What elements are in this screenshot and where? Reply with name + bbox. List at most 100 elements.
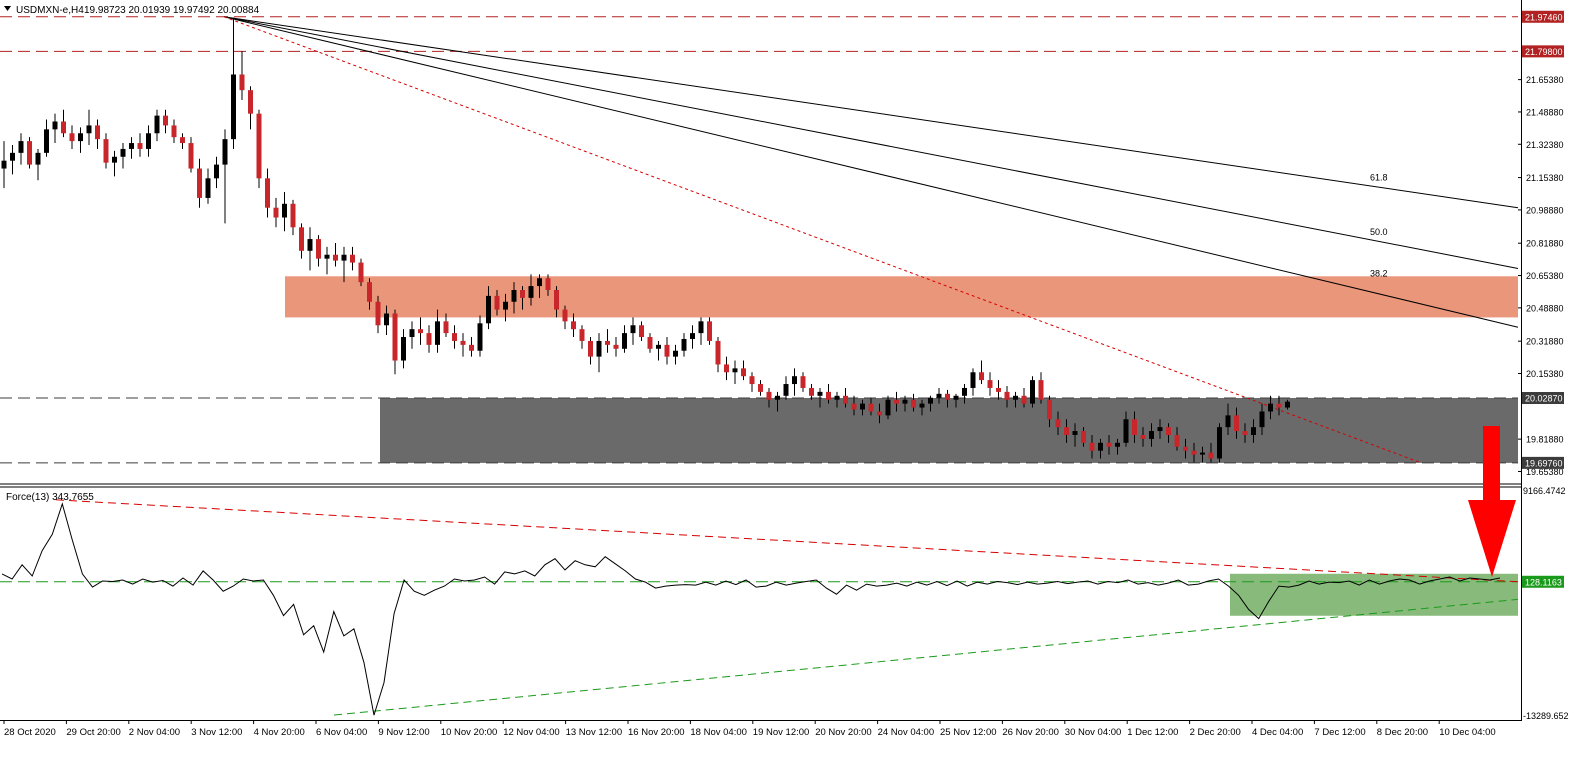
candle[interactable] bbox=[375, 295, 381, 334]
candle[interactable] bbox=[214, 156, 219, 189]
candle[interactable] bbox=[18, 133, 24, 165]
candle[interactable] bbox=[392, 309, 398, 375]
candle[interactable] bbox=[401, 329, 406, 369]
candle[interactable] bbox=[1174, 427, 1180, 451]
candle[interactable] bbox=[61, 109, 66, 138]
candle[interactable] bbox=[809, 384, 814, 400]
candle[interactable] bbox=[103, 133, 109, 169]
candle[interactable] bbox=[52, 113, 58, 144]
candle[interactable] bbox=[452, 325, 457, 349]
candle[interactable] bbox=[1115, 438, 1120, 455]
candle[interactable] bbox=[265, 168, 270, 218]
candle[interactable] bbox=[749, 372, 755, 392]
candle[interactable] bbox=[1200, 446, 1205, 463]
candle[interactable] bbox=[494, 290, 500, 316]
candle[interactable] bbox=[1064, 419, 1069, 443]
candle[interactable] bbox=[877, 403, 882, 424]
candle[interactable] bbox=[554, 286, 559, 318]
candle[interactable] bbox=[10, 145, 15, 175]
candle[interactable] bbox=[622, 325, 627, 353]
candle[interactable] bbox=[673, 344, 678, 365]
candle[interactable] bbox=[222, 129, 228, 224]
candle[interactable] bbox=[919, 399, 925, 416]
candle[interactable] bbox=[163, 109, 168, 134]
candle[interactable] bbox=[307, 227, 313, 271]
candle[interactable] bbox=[724, 356, 729, 381]
candle[interactable] bbox=[299, 223, 304, 259]
candle[interactable] bbox=[1149, 423, 1154, 447]
candle[interactable] bbox=[231, 17, 236, 149]
candle[interactable] bbox=[758, 380, 763, 396]
candle[interactable] bbox=[537, 274, 542, 298]
candle[interactable] bbox=[511, 282, 517, 314]
candle[interactable] bbox=[885, 395, 891, 420]
candle[interactable] bbox=[1251, 419, 1256, 443]
candle[interactable] bbox=[545, 274, 551, 296]
candle[interactable] bbox=[962, 384, 967, 404]
candle[interactable] bbox=[698, 317, 704, 345]
candle[interactable] bbox=[197, 158, 202, 208]
trend-line[interactable] bbox=[223, 16, 1421, 463]
candle[interactable] bbox=[188, 137, 194, 173]
candle[interactable] bbox=[783, 376, 789, 400]
candle[interactable] bbox=[290, 199, 296, 236]
candle[interactable] bbox=[35, 148, 41, 181]
candle[interactable] bbox=[656, 340, 661, 361]
candle[interactable] bbox=[443, 313, 449, 338]
candle[interactable] bbox=[987, 372, 993, 396]
candle[interactable] bbox=[639, 321, 644, 341]
candle[interactable] bbox=[843, 387, 848, 408]
candle[interactable] bbox=[469, 337, 474, 357]
candle[interactable] bbox=[1030, 376, 1035, 408]
candle[interactable] bbox=[503, 293, 508, 322]
candle[interactable] bbox=[171, 119, 177, 144]
candle[interactable] bbox=[1004, 386, 1010, 408]
candle[interactable] bbox=[766, 387, 772, 408]
candle[interactable] bbox=[112, 150, 117, 177]
candle[interactable] bbox=[630, 317, 636, 345]
candle[interactable] bbox=[528, 274, 534, 306]
candle[interactable] bbox=[27, 137, 32, 169]
candle[interactable] bbox=[154, 109, 160, 142]
candle[interactable] bbox=[1047, 395, 1052, 428]
candle[interactable] bbox=[324, 246, 330, 275]
candle[interactable] bbox=[205, 168, 211, 204]
candle[interactable] bbox=[316, 235, 321, 267]
candle[interactable] bbox=[970, 368, 976, 396]
candle[interactable] bbox=[868, 397, 874, 416]
candle[interactable] bbox=[800, 372, 806, 392]
candle[interactable] bbox=[1276, 395, 1282, 416]
candle[interactable] bbox=[571, 313, 576, 338]
candle[interactable] bbox=[1225, 403, 1231, 435]
candle[interactable] bbox=[477, 315, 483, 357]
candle[interactable] bbox=[1285, 399, 1290, 410]
candle[interactable] bbox=[894, 391, 899, 412]
candle[interactable] bbox=[681, 333, 687, 357]
candle[interactable] bbox=[605, 329, 610, 353]
candle[interactable] bbox=[129, 137, 134, 159]
candle[interactable] bbox=[1217, 423, 1222, 463]
candle[interactable] bbox=[902, 395, 908, 412]
candle[interactable] bbox=[664, 337, 670, 365]
dropdown-triangle-icon[interactable] bbox=[4, 6, 11, 11]
candle[interactable] bbox=[979, 360, 984, 385]
candle[interactable] bbox=[775, 391, 780, 412]
candle[interactable] bbox=[792, 368, 797, 396]
candle[interactable] bbox=[1081, 427, 1086, 447]
candle[interactable] bbox=[426, 325, 432, 353]
candle[interactable] bbox=[460, 333, 466, 357]
candle[interactable] bbox=[579, 325, 585, 349]
candle[interactable] bbox=[613, 337, 619, 357]
candle[interactable] bbox=[95, 119, 100, 149]
candle[interactable] bbox=[520, 286, 525, 310]
candle[interactable] bbox=[384, 305, 389, 336]
candle[interactable] bbox=[1013, 391, 1018, 408]
candle[interactable] bbox=[588, 337, 593, 365]
candle[interactable] bbox=[248, 86, 253, 130]
candle[interactable] bbox=[486, 286, 491, 330]
candle[interactable] bbox=[996, 380, 1001, 400]
fib-fan-line-2[interactable] bbox=[223, 16, 1519, 209]
candle[interactable] bbox=[953, 393, 959, 408]
fib-fan-line-1[interactable] bbox=[223, 16, 1519, 269]
candle[interactable] bbox=[690, 325, 695, 349]
